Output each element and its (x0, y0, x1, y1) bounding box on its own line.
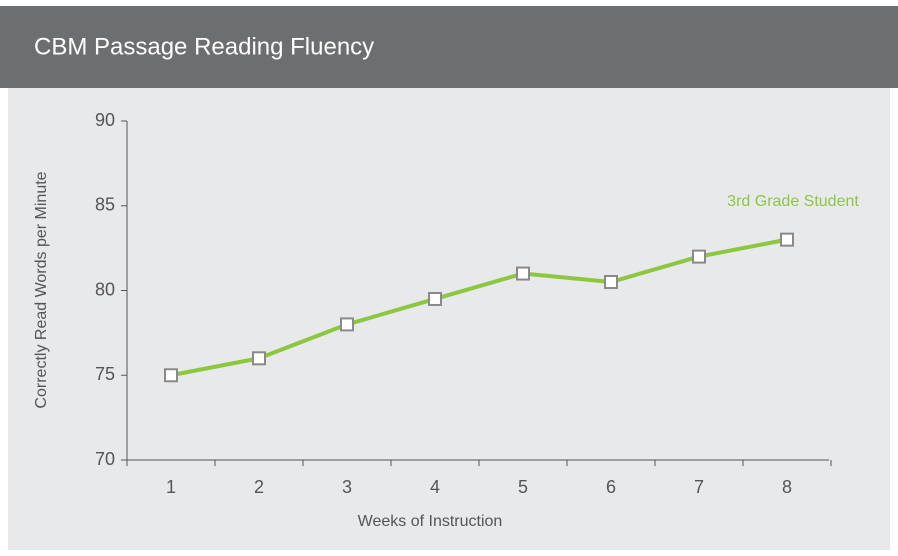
series-line (170, 237, 788, 378)
x-tick-label: 5 (518, 477, 528, 497)
data-point (252, 351, 266, 366)
x-tick-label: 8 (782, 477, 792, 497)
x-axis-label: Weeks of Instruction (358, 513, 503, 530)
data-point (604, 275, 618, 290)
data-point (428, 291, 442, 306)
data-point (780, 232, 794, 247)
y-tick-label: 70 (95, 449, 115, 469)
data-point (692, 249, 706, 264)
data-point (516, 266, 530, 281)
y-tick-label: 80 (95, 279, 115, 299)
x-tick-label: 7 (694, 477, 704, 497)
y-tick-label: 85 (95, 195, 115, 215)
y-tick-label: 90 (95, 110, 115, 130)
x-tick-label: 4 (430, 477, 440, 497)
header-bar (0, 6, 898, 88)
y-axis-label: Correctly Read Words per Minute (33, 171, 50, 408)
x-tick-label: 1 (166, 477, 176, 497)
plot-background (8, 88, 890, 550)
x-tick-label: 3 (342, 477, 352, 497)
x-tick-label: 2 (254, 477, 264, 497)
data-point (164, 368, 178, 383)
x-tick-label: 6 (606, 477, 616, 497)
chart-title: CBM Passage Reading Fluency (34, 33, 374, 60)
series-label: 3rd Grade Student (727, 193, 859, 210)
data-point (340, 317, 354, 332)
y-tick-label: 75 (95, 364, 115, 384)
